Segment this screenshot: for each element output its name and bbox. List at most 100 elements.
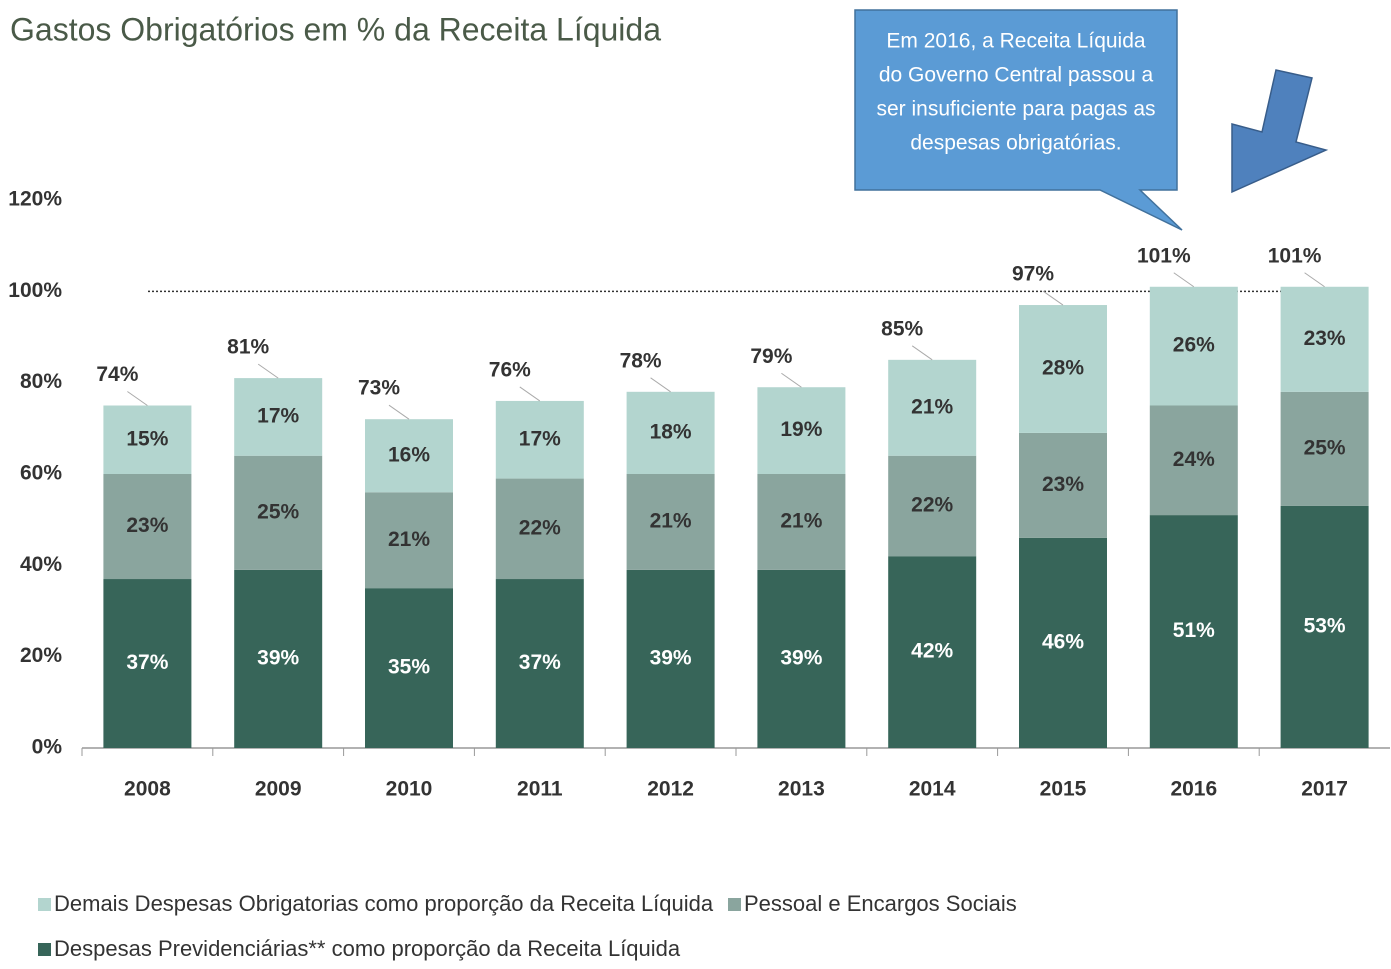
total-leader (519, 386, 541, 402)
total-leader (1042, 290, 1064, 306)
total-leader (911, 345, 933, 361)
y-tick-label: 60% (20, 462, 62, 485)
x-tick-label: 2008 (124, 778, 171, 801)
chart-title: Gastos Obrigatórios em % da Receita Líqu… (10, 11, 661, 47)
x-tick-label: 2016 (1170, 778, 1217, 801)
total-label: 79% (750, 345, 792, 368)
bar-segment (1280, 286, 1369, 392)
bar-segment (626, 474, 715, 570)
value-label: 18% (650, 420, 692, 443)
total-label: 85% (881, 317, 923, 340)
value-label: 25% (1304, 436, 1346, 459)
legend-label: Demais Despesas Obrigatorias como propor… (54, 891, 714, 916)
value-label: 51% (1173, 619, 1215, 642)
annotation-line: do Governo Central passou a (879, 64, 1154, 87)
bar-segment (495, 400, 584, 479)
legend-swatch (38, 898, 51, 911)
bar-segment (234, 455, 323, 570)
bar-segment (234, 569, 323, 748)
value-label: 28% (1042, 357, 1084, 380)
bar-segment (1019, 432, 1107, 538)
x-tick-label: 2013 (778, 778, 825, 801)
x-tick-label: 2009 (255, 778, 302, 801)
bar-segment (365, 492, 453, 589)
bar-segment (757, 474, 846, 570)
value-label: 46% (1042, 631, 1084, 654)
total-label: 101% (1268, 244, 1322, 267)
total-leader (388, 404, 410, 420)
total-label: 97% (1012, 263, 1054, 286)
total-label: 101% (1137, 244, 1191, 267)
bar-segment (1149, 286, 1238, 406)
y-tick-label: 20% (20, 644, 62, 667)
bar-segment (365, 419, 453, 493)
arrow (1231, 69, 1329, 194)
value-label: 19% (780, 418, 822, 441)
value-label: 16% (388, 443, 430, 466)
value-label: 17% (519, 427, 561, 450)
value-label: 21% (780, 509, 822, 532)
x-tick-label: 2017 (1301, 778, 1348, 801)
bar-segment (1149, 515, 1238, 748)
bar-segment (103, 579, 192, 748)
value-label: 37% (519, 651, 561, 674)
value-label: 21% (911, 395, 953, 418)
bar-segment (365, 588, 453, 748)
y-tick-label: 40% (20, 553, 62, 576)
value-label: 39% (650, 646, 692, 669)
value-label: 23% (1042, 473, 1084, 496)
value-label: 25% (257, 500, 299, 523)
annotation-line: ser insuficiente para pagas as (877, 98, 1156, 121)
value-label: 17% (257, 404, 299, 427)
value-label: 42% (911, 640, 953, 663)
y-tick-label: 80% (20, 370, 62, 393)
bar-segment (234, 378, 323, 456)
value-label: 35% (388, 656, 430, 679)
value-label: 23% (126, 514, 168, 537)
bar-segment (1149, 405, 1238, 516)
total-leader (257, 363, 279, 379)
legend-swatch (38, 943, 51, 956)
callout-box (854, 9, 1183, 231)
annotation-line: Em 2016, a Receita Líquida (886, 30, 1145, 53)
total-label: 76% (489, 358, 531, 381)
value-label: 24% (1173, 448, 1215, 471)
bar-segment (1019, 537, 1107, 748)
value-label: 39% (257, 646, 299, 669)
bar-segment (888, 359, 977, 456)
annotation-line: despesas obrigatórias. (910, 132, 1121, 155)
x-tick-label: 2015 (1040, 778, 1087, 801)
value-label: 22% (911, 494, 953, 517)
legend-label: Pessoal e Encargos Sociais (744, 891, 1017, 916)
bar-segment (103, 474, 192, 580)
value-label: 21% (650, 509, 692, 532)
x-tick-label: 2012 (647, 778, 694, 801)
bar-segment (1280, 505, 1369, 748)
bar-segment (495, 478, 584, 580)
value-label: 37% (126, 651, 168, 674)
legend-label: Despesas Previdenciárias** como proporçã… (54, 936, 681, 961)
total-label: 78% (620, 349, 662, 372)
bar-segment (495, 579, 584, 748)
y-tick-label: 100% (8, 279, 62, 302)
value-label: 26% (1173, 334, 1215, 357)
value-label: 15% (126, 427, 168, 450)
value-label: 39% (780, 646, 822, 669)
legend-swatch (728, 898, 741, 911)
total-label: 74% (96, 363, 138, 386)
total-leader (781, 372, 802, 388)
callout-text: Em 2016, a Receita Líquida do Governo Cen… (877, 30, 1156, 155)
bar-segment (626, 391, 715, 474)
bar-segment (1280, 391, 1369, 506)
bar-segment (103, 405, 192, 474)
x-tick-label: 2010 (386, 778, 433, 801)
bar-segment (888, 556, 977, 748)
total-leader (1173, 272, 1195, 288)
total-leader (127, 391, 148, 406)
x-tick-label: 2011 (517, 778, 563, 801)
total-label: 73% (358, 377, 400, 400)
value-label: 21% (388, 528, 430, 551)
total-leader (650, 377, 671, 393)
bar-segment (626, 569, 715, 748)
